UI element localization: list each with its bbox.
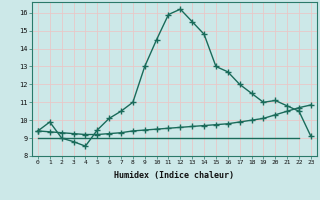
X-axis label: Humidex (Indice chaleur): Humidex (Indice chaleur) [115, 171, 234, 180]
